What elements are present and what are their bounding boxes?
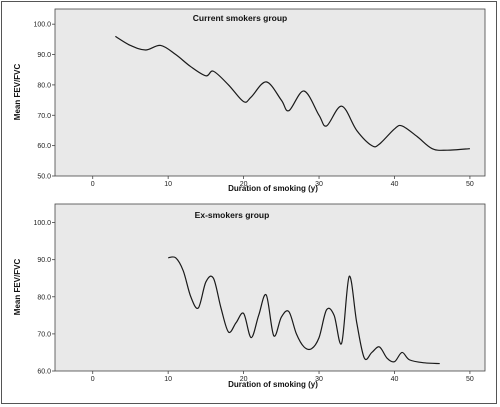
y-tick-label-current-1: 60.0 <box>37 143 51 150</box>
y-tick-label-current-2: 70.0 <box>37 113 51 120</box>
chart-title-ex: Ex-smokers group <box>195 210 270 220</box>
y-tick-label-current-4: 90.0 <box>37 52 51 59</box>
x-tick-label-ex-5: 50 <box>466 376 474 383</box>
chart-title-current: Current smokers group <box>193 13 287 23</box>
x-tick-label-current-4: 40 <box>391 181 399 188</box>
x-axis-title-current: Duration of smoking (y) <box>228 184 318 193</box>
x-tick-label-ex-4: 40 <box>391 376 399 383</box>
y-tick-label-ex-0: 60.0 <box>37 369 51 376</box>
x-tick-label-current-1: 10 <box>164 181 172 188</box>
plot-area-current <box>54 8 486 177</box>
x-tick-label-ex-1: 10 <box>164 376 172 383</box>
x-tick-label-ex-2: 20 <box>240 376 248 383</box>
plot-area-ex <box>54 203 486 372</box>
series-line-current-0 <box>115 35 470 151</box>
y-tick-label-ex-1: 70.0 <box>37 331 51 338</box>
y-tick-label-ex-2: 80.0 <box>37 294 51 301</box>
series-line-ex-0 <box>168 256 440 365</box>
chart-panel-ex: 60.0 70.0 80.0 90.0 100.0 0 10 20 30 40 50 Ex-smoke… <box>13 203 486 389</box>
x-tick-label-current-2: 20 <box>240 181 248 188</box>
x-tick-label-ex-3: 30 <box>315 376 323 383</box>
x-tick-label-current-5: 50 <box>466 181 474 188</box>
x-axis-title-ex: Duration of smoking (y) <box>228 380 318 389</box>
chart-panel-current: 50.0 60.0 70.0 80.0 90.0 100.0 0 10 20 30 40 50 Curr… <box>13 8 486 193</box>
x-tick-label-current-3: 30 <box>315 181 323 188</box>
y-tick-label-ex-3: 90.0 <box>37 257 51 264</box>
y-tick-label-current-3: 80.0 <box>37 82 51 89</box>
y-tick-label-current-5: 100.0 <box>33 22 51 29</box>
x-tick-label-current-0: 0 <box>91 181 95 188</box>
y-tick-label-current-0: 50.0 <box>37 174 51 181</box>
x-tick-label-ex-0: 0 <box>91 376 95 383</box>
y-tick-label-ex-4: 100.0 <box>33 220 51 227</box>
y-axis-title-ex: Mean FEV/FVC <box>13 259 22 316</box>
y-axis-title-current: Mean FEV/FVC <box>13 64 22 121</box>
